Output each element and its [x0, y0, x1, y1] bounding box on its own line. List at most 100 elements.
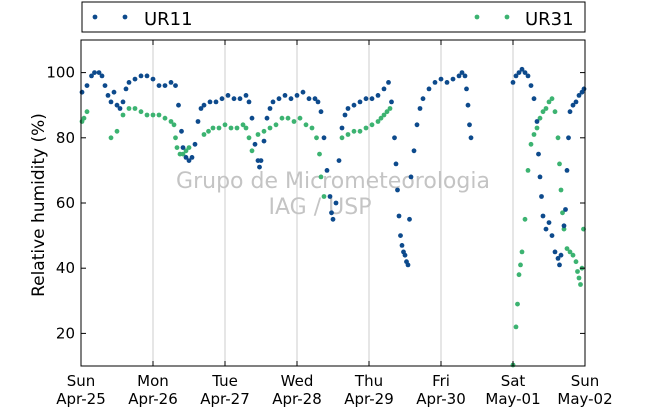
y-tick-label: 20 [56, 324, 75, 342]
data-point [381, 112, 387, 118]
data-point [174, 145, 180, 151]
data-point [84, 109, 90, 115]
legend-label-ur11: UR11 [144, 9, 193, 30]
data-point [558, 187, 564, 193]
data-point [513, 73, 519, 79]
data-point [114, 102, 120, 108]
data-point [375, 119, 381, 124]
data-point [387, 106, 393, 111]
data-point [438, 76, 444, 82]
data-point [573, 259, 579, 265]
data-point [99, 73, 105, 79]
series-ur11 [79, 66, 587, 268]
data-point [555, 135, 561, 141]
data-point [132, 106, 138, 111]
data-point [537, 115, 543, 121]
data-point [162, 83, 168, 88]
data-point [576, 93, 582, 98]
data-point [389, 99, 394, 105]
data-point [557, 262, 562, 268]
data-point [396, 213, 402, 219]
data-point [558, 252, 564, 258]
data-point [515, 301, 520, 307]
y-tick-label: 100 [46, 64, 75, 82]
data-point [108, 135, 114, 141]
data-point [566, 135, 571, 141]
data-point [411, 148, 417, 154]
data-point [257, 164, 262, 170]
series-ur31 [79, 96, 586, 368]
data-point [183, 155, 189, 160]
data-point [399, 243, 405, 248]
data-point [179, 128, 184, 134]
data-point [395, 187, 400, 193]
data-point [282, 93, 288, 98]
data-point [273, 122, 279, 128]
data-point [111, 89, 117, 95]
watermark: Grupo de Micrometeorologia IAG / USP [176, 169, 490, 220]
data-point [317, 151, 322, 157]
data-point [576, 275, 582, 281]
data-point [318, 174, 324, 180]
data-point [315, 99, 321, 105]
data-point [555, 256, 561, 261]
data-point [276, 96, 282, 102]
data-point [150, 76, 156, 82]
data-point [464, 86, 469, 92]
data-point [126, 80, 132, 85]
data-point [330, 216, 336, 222]
data-point [560, 210, 565, 216]
y-axis-label: Relative humidity (%) [29, 113, 49, 297]
data-point [222, 122, 228, 128]
data-point [414, 122, 420, 128]
data-point [243, 125, 249, 131]
data-point [467, 122, 472, 128]
data-point [195, 119, 201, 124]
data-point [246, 135, 252, 141]
data-point [345, 132, 351, 137]
data-point [329, 210, 334, 216]
data-point [405, 262, 411, 268]
data-point [120, 112, 126, 118]
data-point [522, 216, 528, 222]
data-point [306, 96, 312, 102]
data-point [567, 109, 573, 115]
legend-label-ur31: UR31 [525, 9, 574, 30]
data-point [246, 99, 252, 105]
x-tick-day: Thu [354, 372, 383, 390]
data-point [96, 70, 102, 75]
data-point [186, 158, 192, 164]
data-point [516, 272, 522, 278]
x-tick-date: Apr-27 [200, 390, 250, 408]
data-point [144, 73, 150, 79]
data-point [186, 145, 192, 151]
data-point [314, 135, 319, 141]
data-point [339, 125, 345, 131]
data-point [393, 161, 399, 167]
x-tick-day: Wed [281, 372, 314, 390]
legend-marker-ur11 [122, 14, 128, 20]
data-point [462, 73, 468, 79]
y-tick-label: 60 [56, 194, 75, 212]
data-point [468, 135, 474, 141]
data-point [231, 96, 237, 102]
data-point [369, 122, 375, 128]
data-point [126, 106, 132, 111]
data-point [252, 141, 258, 147]
data-point [563, 207, 568, 212]
data-point [300, 89, 306, 95]
x-tick-date: Apr-30 [416, 390, 466, 408]
data-point [417, 106, 423, 111]
x-tick-date: Apr-28 [272, 390, 322, 408]
data-point [321, 194, 327, 199]
data-point [402, 252, 408, 258]
x-tick-day: Tue [211, 372, 238, 390]
data-point [216, 125, 222, 131]
data-point [210, 125, 216, 131]
legend-marker-ur11 [92, 14, 98, 20]
x-tick-date: May-01 [485, 390, 540, 408]
data-point [234, 125, 240, 131]
data-point [420, 96, 426, 102]
data-point [162, 115, 168, 121]
